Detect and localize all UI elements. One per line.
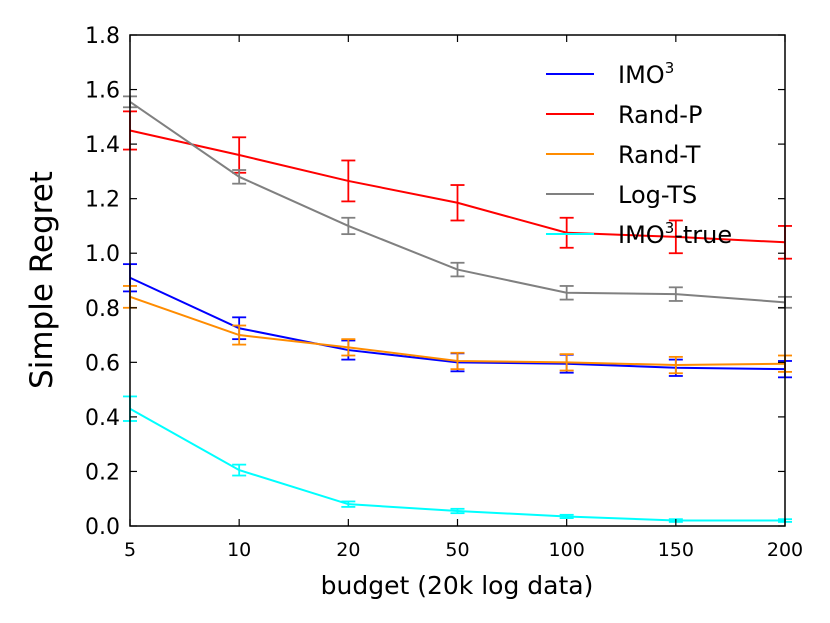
x-tick-label: 5 bbox=[124, 539, 136, 561]
legend-label-suffix: -true bbox=[674, 221, 732, 249]
legend-label-name: Rand-P bbox=[618, 101, 702, 129]
y-tick-label: 0.2 bbox=[85, 460, 120, 485]
y-tick-label: 1.8 bbox=[85, 24, 120, 49]
y-tick-label: 0.0 bbox=[85, 515, 120, 540]
legend-label-name: IMO bbox=[618, 221, 665, 249]
series-2 bbox=[123, 285, 792, 375]
y-tick-label: 0.6 bbox=[85, 351, 120, 376]
x-tick-label: 50 bbox=[445, 539, 469, 561]
series-line bbox=[129, 407, 785, 522]
x-tick-label: 20 bbox=[336, 539, 360, 561]
legend-label: Rand-P bbox=[618, 101, 702, 129]
legend-item: Rand-P bbox=[546, 101, 702, 129]
y-tick-label: 0.8 bbox=[85, 297, 120, 322]
x-tick-label: 10 bbox=[227, 539, 251, 561]
legend-label: Log-TS bbox=[618, 181, 697, 209]
x-axis-label: budget (20k log data) bbox=[321, 571, 594, 600]
x-tick-label: 100 bbox=[549, 539, 585, 561]
y-axis: 0.0 0.2 0.4 0.6 0.8 1.0 1.2 1.4 1.6 1.8 bbox=[85, 24, 785, 540]
legend-label-name: Log-TS bbox=[618, 181, 697, 209]
series-4 bbox=[123, 395, 792, 523]
y-tick-label: 1.0 bbox=[85, 242, 120, 267]
y-tick-label: 1.4 bbox=[85, 133, 120, 158]
legend-item: IMO3 bbox=[546, 59, 674, 89]
legend-label-superscript: 3 bbox=[665, 59, 675, 77]
legend-item: Rand-T bbox=[546, 141, 701, 169]
legend-label: Rand-T bbox=[618, 141, 701, 169]
x-tick-label: 150 bbox=[658, 539, 694, 561]
y-axis-label: Simple Regret bbox=[24, 171, 60, 389]
legend-item: IMO3-true bbox=[546, 219, 732, 249]
y-tick-label: 1.2 bbox=[85, 188, 120, 213]
x-tick-label: 200 bbox=[767, 539, 803, 561]
legend-label-name: Rand-T bbox=[618, 141, 701, 169]
y-tick-label: 0.4 bbox=[85, 406, 120, 431]
x-axis: 5 10 20 50 100 150 200 bbox=[124, 35, 803, 561]
y-tick-label: 1.6 bbox=[85, 79, 120, 104]
legend-label-name: IMO bbox=[618, 61, 665, 89]
legend-label: IMO3 bbox=[618, 59, 674, 89]
legend-label-superscript: 3 bbox=[665, 219, 675, 237]
legend-item: Log-TS bbox=[546, 181, 697, 209]
legend-label: IMO3-true bbox=[618, 219, 732, 249]
